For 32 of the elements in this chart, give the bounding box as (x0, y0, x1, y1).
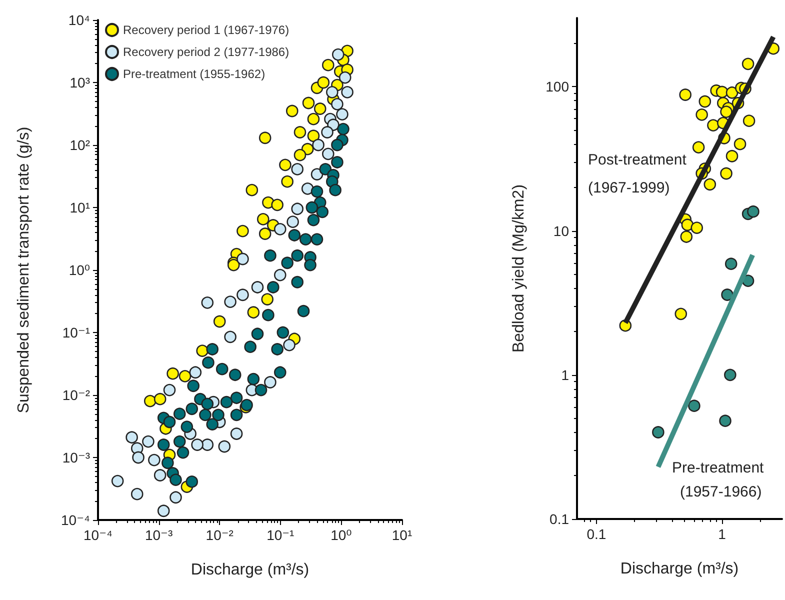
y-axis-title: Suspended sediment transport rate (g/s) (16, 126, 32, 414)
y-tick-label: 10⁰ (68, 262, 90, 278)
x-tick-label: 10¹ (392, 527, 412, 543)
y-tick-label: 10⁻² (62, 387, 90, 403)
x-tick-label: 10⁻⁴ (84, 527, 112, 543)
x-tick-label: 1 (718, 526, 726, 542)
annotation: Pre-treatment (672, 460, 765, 476)
y-tick-label: 10⁴ (68, 12, 90, 28)
y-tick-label: 1 (561, 366, 570, 383)
x-tick-label: 10⁻¹ (266, 527, 295, 543)
y-tick-label: 10² (70, 137, 90, 153)
y-tick-label: 0.1 (550, 511, 570, 527)
x-axis-title: Discharge (m³/s) (620, 560, 739, 578)
legend-label: Pre-treatment (1955-1962) (123, 67, 266, 81)
x-axis-title: Discharge (m³/s) (190, 562, 310, 578)
annotation: (1967-1999) (588, 180, 670, 196)
x-tick-label: 10⁰ (330, 527, 352, 543)
annotation: (1957-1966) (680, 484, 762, 500)
y-tick-label: 10⁻¹ (62, 324, 90, 340)
y-tick-label: 10⁻⁴ (61, 512, 90, 528)
x-tick-label: 10⁻² (206, 527, 234, 543)
y-axis-title: Bedload yield (Mg/km2) (510, 184, 528, 353)
annotation: Post-treatment (588, 152, 688, 168)
y-tick-label: 10³ (70, 74, 90, 90)
legend-label: Recovery period 2 (1977-1986) (123, 45, 290, 59)
x-tick-label: 0.1 (586, 526, 606, 542)
y-tick-label: 10⁻³ (62, 450, 90, 466)
x-tick-label: 10⁻³ (144, 527, 173, 543)
legend-label: Recovery period 1 (1967-1976) (123, 23, 290, 37)
y-tick-label: 10¹ (70, 200, 90, 216)
y-tick-label: 10 (553, 222, 570, 239)
y-tick-label: 100 (546, 78, 570, 95)
